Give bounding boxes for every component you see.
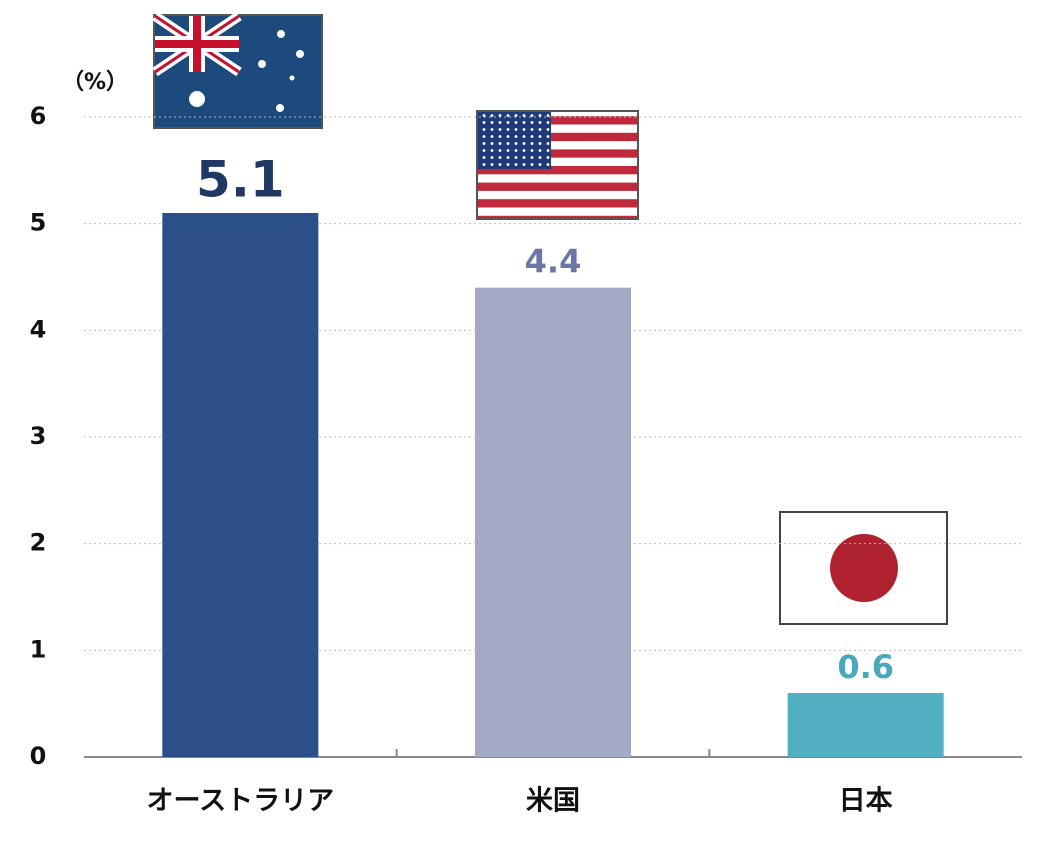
y-tick-label: 3 [30,422,47,450]
value-label: 4.4 [525,243,582,281]
y-tick-label: 2 [30,529,47,557]
flag-australia [152,11,323,129]
unit-label: （%） [62,70,128,95]
bar [162,213,319,757]
y-tick-label: 0 [30,742,47,770]
value-label: 0.6 [837,648,894,686]
flag-japan [779,511,948,625]
y-tick-label: 4 [30,315,47,343]
x-tick-label: オーストラリア [147,786,335,817]
x-tick-label: 米国 [526,786,580,817]
y-tick-label: 5 [30,209,47,237]
value-label: 5.1 [196,151,285,209]
bar [475,287,631,757]
bar [787,693,944,757]
flag-us [476,110,639,220]
y-tick-label: 6 [30,102,47,130]
y-tick-label: 1 [30,635,47,663]
x-tick-label: 日本 [839,786,893,817]
